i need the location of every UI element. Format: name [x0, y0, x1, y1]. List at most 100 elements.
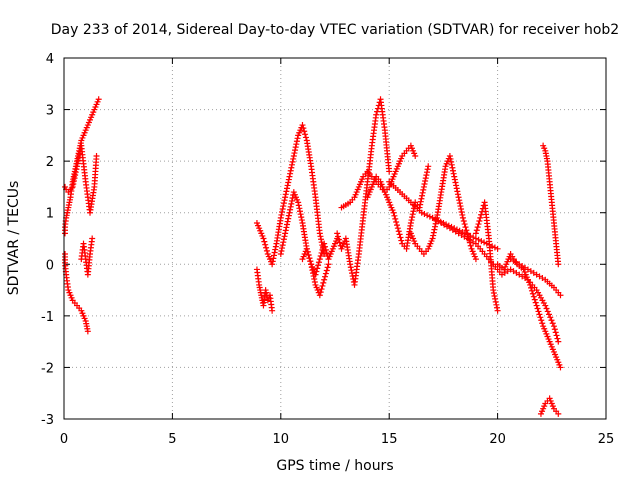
data-point [296, 205, 303, 212]
data-point [430, 232, 437, 239]
data-point [312, 271, 319, 278]
data-point [283, 185, 290, 192]
data-point [550, 323, 557, 330]
data-point [317, 289, 324, 296]
data-point [298, 214, 305, 221]
data-point [456, 197, 463, 204]
data-point [279, 245, 286, 252]
data-point [467, 242, 474, 249]
data-point [300, 125, 307, 132]
data-point [396, 231, 403, 238]
series-sat-n [429, 214, 562, 345]
data-point [451, 176, 458, 183]
data-point [302, 134, 309, 141]
data-point [481, 239, 488, 246]
data-point [285, 179, 292, 186]
data-point [530, 293, 537, 300]
data-point [459, 229, 466, 236]
series-sat-e [253, 122, 328, 268]
data-point [71, 175, 78, 182]
data-point [294, 135, 301, 142]
series-sat-b [62, 250, 91, 335]
axis-ticks: 0 5 10 15 20 25 -3 -2 -1 0 1 2 3 4 [41, 52, 614, 447]
data-point [307, 258, 314, 265]
data-point [430, 229, 437, 236]
data-point [478, 238, 485, 245]
data-point [408, 217, 415, 224]
data-point [315, 262, 322, 269]
data-point [528, 287, 535, 294]
data-point [533, 302, 540, 309]
data-point [286, 209, 293, 216]
data-point [458, 206, 465, 213]
data-point [282, 227, 289, 234]
data-point [287, 167, 294, 174]
data-point [284, 218, 291, 225]
data-point [325, 261, 332, 268]
data-point [475, 236, 482, 243]
data-point [419, 192, 426, 199]
data-point [288, 164, 295, 171]
data-point [454, 191, 461, 198]
data-point [324, 264, 331, 271]
data-point [279, 208, 286, 215]
data-point [322, 273, 329, 280]
data-point [297, 208, 304, 215]
data-point [317, 253, 324, 260]
data-point [281, 197, 288, 204]
data-point [322, 246, 329, 253]
data-point [289, 158, 296, 165]
data-point [316, 256, 323, 263]
data-point [432, 223, 439, 230]
series-sat-i [334, 96, 393, 288]
data-point [283, 221, 290, 228]
y-tick-label: 2 [46, 155, 54, 170]
data-point [453, 185, 460, 192]
data-point [394, 225, 401, 232]
data-point [538, 317, 545, 324]
data-point [418, 209, 425, 216]
y-tick-label: -1 [41, 310, 54, 325]
data-point [472, 230, 479, 237]
data-point [311, 276, 318, 283]
data-point [70, 180, 77, 187]
data-point [302, 131, 309, 138]
x-tick-label: 10 [273, 432, 290, 447]
x-tick-label: 0 [60, 432, 68, 447]
data-point [297, 211, 304, 218]
data-point [474, 224, 481, 231]
data-point [422, 178, 429, 185]
data-point [453, 182, 460, 189]
data-point [291, 150, 298, 157]
data-point [458, 208, 465, 215]
data-point [323, 267, 330, 274]
data-point [305, 252, 312, 259]
data-point [450, 170, 457, 177]
data-point [277, 214, 284, 221]
data-point [409, 214, 416, 221]
data-point [472, 235, 479, 242]
data-point [417, 198, 424, 205]
data-point [425, 163, 432, 170]
data-point [473, 227, 480, 234]
data-point [280, 203, 287, 210]
data-point [287, 170, 294, 177]
data-point [261, 238, 268, 245]
data-points [62, 96, 564, 417]
data-point [407, 220, 414, 227]
data-point [457, 203, 464, 210]
data-point [348, 267, 355, 274]
series-sat-c [62, 142, 100, 216]
data-point [282, 191, 289, 198]
data-point [285, 215, 292, 222]
data-point [288, 197, 295, 204]
data-point [293, 141, 300, 148]
series-sat-f [253, 266, 276, 314]
data-point [303, 245, 310, 252]
data-point [272, 243, 279, 250]
data-point [422, 175, 429, 182]
data-point [295, 199, 302, 206]
data-point [410, 208, 417, 215]
data-point [315, 259, 322, 266]
